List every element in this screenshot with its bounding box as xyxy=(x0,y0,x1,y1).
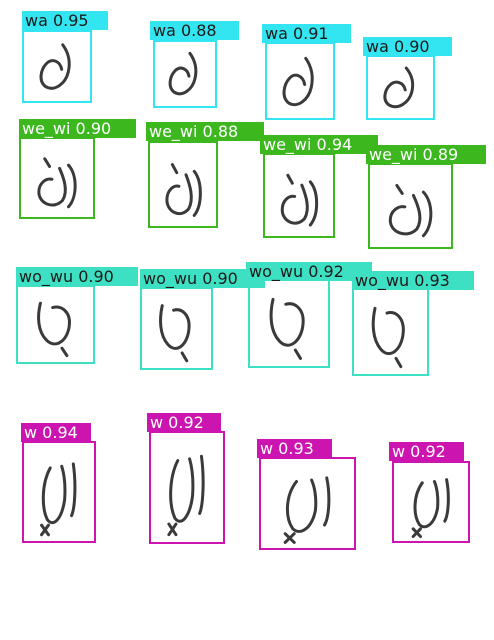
detection-label: wa 0.88 xyxy=(150,21,239,40)
detection-label: we_wi 0.89 xyxy=(366,145,486,164)
detection-box-wo_wu xyxy=(352,288,429,376)
handwritten-character-icon xyxy=(27,146,86,210)
detection-label: wo_wu 0.90 xyxy=(16,267,138,286)
detection-label: we_wi 0.90 xyxy=(19,119,136,138)
detection-label: w 0.94 xyxy=(21,423,91,442)
detection-box-w xyxy=(392,461,470,543)
handwritten-character-icon xyxy=(360,298,420,367)
detection-box-we_wi xyxy=(263,153,335,238)
detection-label: wa 0.95 xyxy=(22,11,108,30)
detection-box-wa xyxy=(153,40,217,108)
handwritten-character-icon xyxy=(271,162,327,228)
handwritten-character-icon xyxy=(401,470,462,534)
detection-box-wo_wu xyxy=(248,279,330,368)
handwritten-character-icon xyxy=(257,289,321,358)
detection-box-we_wi xyxy=(19,137,95,219)
detection-label: wo_wu 0.92 xyxy=(246,262,372,281)
detection-box-wo_wu xyxy=(140,287,213,370)
detection-label: wo_wu 0.90 xyxy=(140,269,265,288)
detection-box-w xyxy=(22,441,96,543)
handwritten-character-icon xyxy=(148,296,205,361)
detection-box-we_wi xyxy=(148,141,218,228)
detection-label: wo_wu 0.93 xyxy=(352,271,474,290)
handwritten-character-icon xyxy=(270,467,346,540)
detection-label: wa 0.91 xyxy=(262,24,351,43)
detection-box-wa xyxy=(22,30,92,103)
handwritten-character-icon xyxy=(30,38,85,95)
detection-box-wa xyxy=(366,55,435,120)
detection-label: we_wi 0.88 xyxy=(146,122,264,141)
detection-label: wa 0.90 xyxy=(363,37,452,56)
detection-label: w 0.92 xyxy=(389,442,464,461)
handwritten-character-icon xyxy=(273,51,328,112)
detection-label: we_wi 0.94 xyxy=(260,135,378,154)
detection-label: w 0.92 xyxy=(147,413,221,432)
handwritten-character-icon xyxy=(157,443,216,531)
detection-box-wo_wu xyxy=(16,285,95,364)
detection-label: w 0.93 xyxy=(257,439,332,458)
handwritten-character-icon xyxy=(156,151,211,219)
detection-box-w xyxy=(259,457,356,550)
handwritten-character-icon xyxy=(30,452,88,532)
handwritten-character-icon xyxy=(25,294,87,356)
handwritten-character-icon xyxy=(160,47,210,100)
handwritten-character-icon xyxy=(374,62,428,113)
detection-box-w xyxy=(149,431,225,544)
handwritten-character-icon xyxy=(377,172,443,239)
detection-box-wa xyxy=(265,42,335,120)
detection-box-we_wi xyxy=(368,163,453,249)
